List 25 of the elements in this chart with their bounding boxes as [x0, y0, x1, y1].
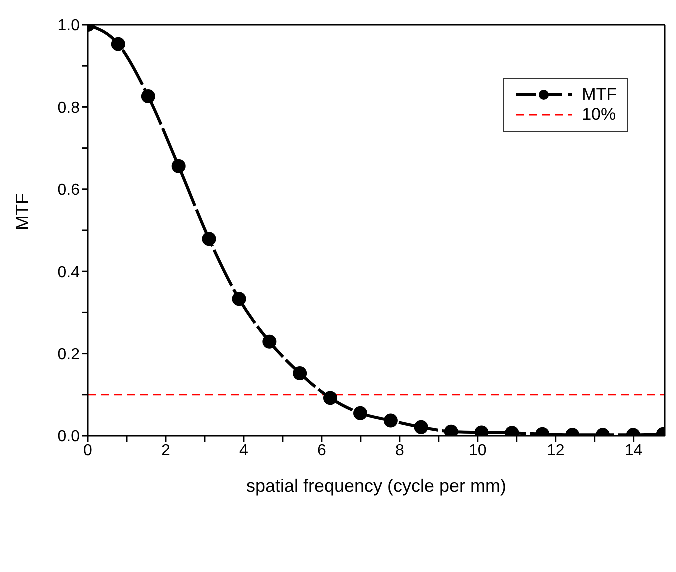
x-tick-label: 14 [624, 442, 643, 460]
y-axis-title: MTF [12, 194, 32, 230]
y-tick-label: 0.2 [58, 346, 80, 364]
x-tick-label: 10 [468, 442, 487, 460]
x-tick-label: 8 [395, 442, 404, 460]
y-tick-label: 0.8 [58, 100, 80, 117]
legend-label: 10% [582, 105, 616, 125]
legend-label: MTF [582, 85, 617, 105]
y-tick-label: 1.0 [58, 18, 80, 35]
x-axis-title: spatial frequency (cycle per mm) [246, 476, 507, 496]
point [172, 159, 186, 174]
x-tick-label: 4 [239, 442, 248, 460]
y-tick-label: 0.0 [58, 428, 80, 446]
point [232, 292, 246, 306]
y-tick-label: 0.6 [58, 182, 80, 200]
point [111, 37, 126, 52]
point [444, 424, 458, 436]
point [141, 90, 156, 104]
x-tick-label: 12 [546, 442, 565, 460]
point [202, 232, 216, 246]
x-tick-label: 0 [84, 442, 93, 460]
y-tick-label: 0.4 [58, 264, 80, 282]
x-tick-label: 6 [317, 442, 326, 460]
x-tick-label: 2 [162, 442, 171, 460]
point [262, 334, 277, 349]
